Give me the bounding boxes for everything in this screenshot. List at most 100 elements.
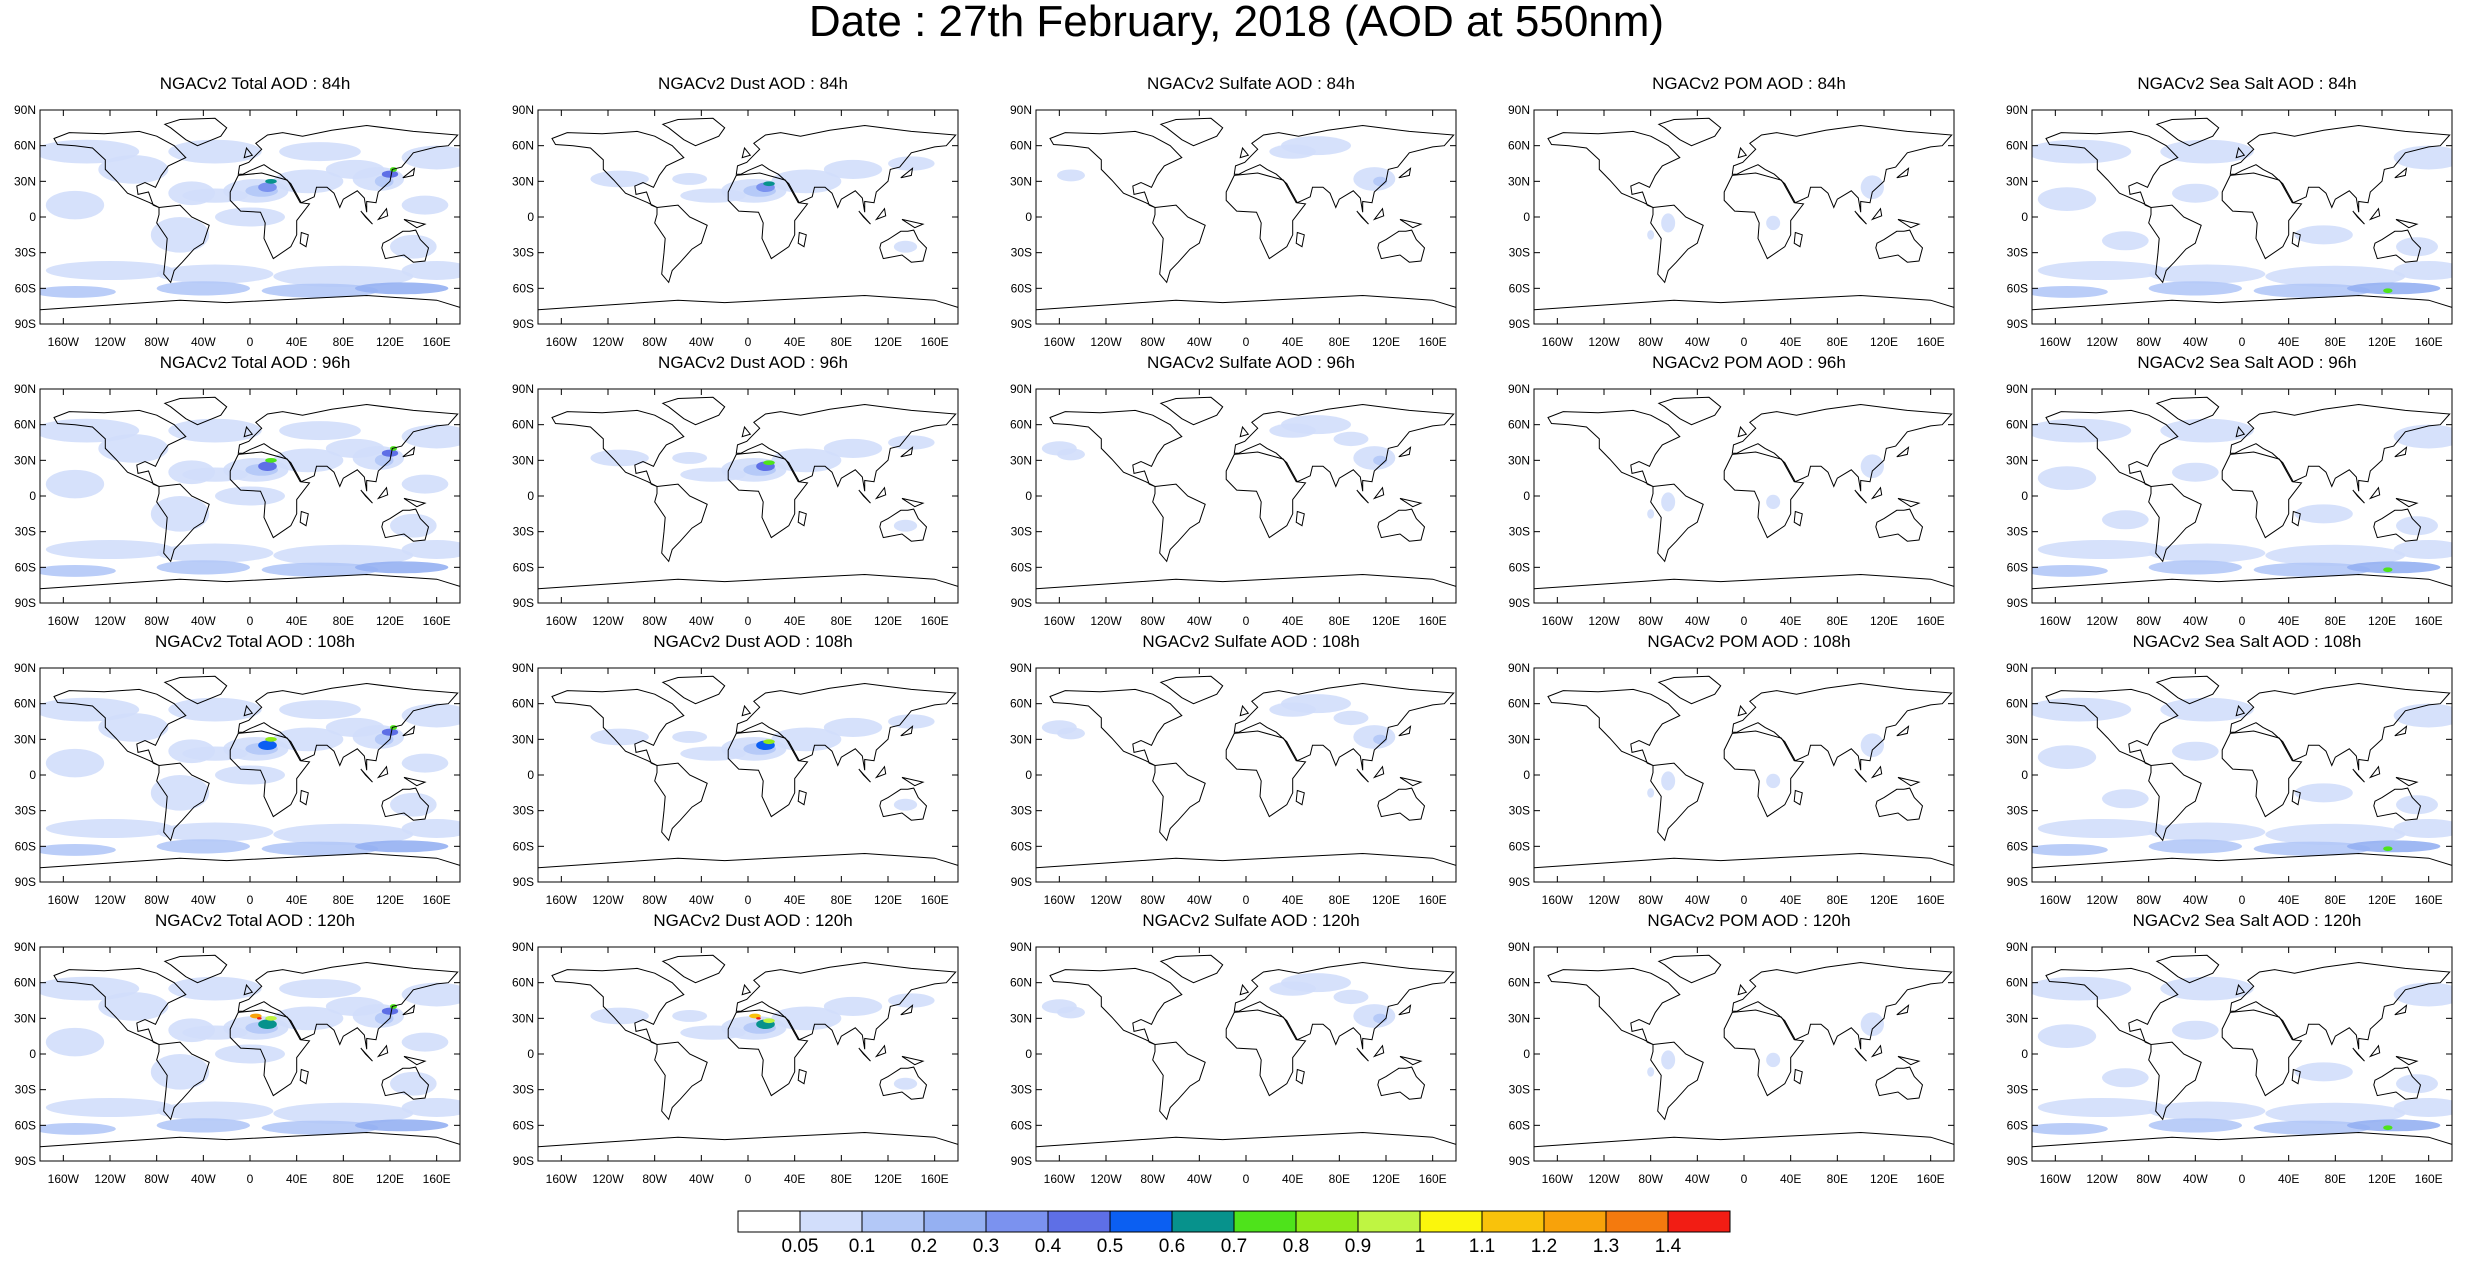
lat-label: 90S (1509, 317, 1530, 331)
aerosol-layer (590, 156, 935, 253)
map-plot: 90N 60N 30N 0 30S 60S 90S 160W 120W 80W 40W 0 40E 80E… (2006, 661, 2453, 907)
coastline (2352, 210, 2365, 225)
lon-label: 40E (286, 335, 307, 349)
colorbar-swatch (1419, 1210, 1483, 1233)
lat-label: 0 (2021, 489, 2028, 503)
aod-patch (390, 792, 437, 817)
map-plot: 90N 60N 30N 0 30S 60S 90S 160W 120W 80W 40W 0 40E 80E… (1508, 661, 1955, 907)
lon-label: 120E (1870, 893, 1898, 907)
coastline (1233, 961, 1455, 1050)
coastline (243, 146, 254, 159)
lat-label: 90S (1509, 1154, 1530, 1168)
aod-patch (2160, 139, 2254, 164)
lat-label: 60N (14, 697, 36, 711)
coastline (2352, 768, 2365, 783)
lat-label: 30S (15, 246, 36, 260)
coastline (1233, 403, 1455, 492)
coastline (163, 954, 228, 984)
coastline (1657, 117, 1722, 147)
panel-title: NGACv2 Sea Salt AOD : 108h (2132, 632, 2362, 651)
coastline (237, 403, 459, 492)
coastline (741, 983, 752, 996)
coastline (1737, 704, 1748, 717)
coastline (299, 789, 309, 806)
coastline (40, 294, 460, 324)
coastline (2148, 483, 2202, 563)
lon-label: 0 (745, 893, 752, 907)
aod-patch (2393, 982, 2452, 1007)
lon-label: 120W (592, 893, 624, 907)
aod-patch (680, 188, 746, 203)
colorbar-label: 0.6 (1159, 1236, 1185, 1257)
coastline (156, 483, 210, 563)
coastline (879, 787, 928, 821)
coastline (403, 218, 427, 229)
page-title: Date : 27th February, 2018 (AOD at 550nm… (808, 0, 1665, 46)
lon-label: 80E (831, 614, 852, 628)
coastline (1399, 497, 1423, 508)
lon-label: 120E (1870, 614, 1898, 628)
aod-patch (2253, 841, 2371, 856)
coastline (2373, 787, 2422, 821)
aod-patch (265, 736, 277, 742)
aod-patch (168, 460, 216, 485)
lat-label: 60N (512, 139, 534, 153)
lat-label: 60S (1011, 560, 1032, 574)
aerosol-layer (1041, 415, 1396, 470)
map-panel: NGACv2 Dust AOD : 108h 90N 60N 30N 0 30S 60S 90… (498, 632, 988, 907)
aod-patch (390, 234, 437, 259)
aod-patch (279, 979, 361, 999)
panel-title: NGACv2 Dust AOD : 108h (653, 632, 853, 651)
lat-label: 0 (29, 1047, 36, 1061)
coastline (1239, 704, 1250, 717)
lat-label: 30S (1509, 1083, 1530, 1097)
map-background (538, 110, 958, 324)
lon-label: 0 (745, 1172, 752, 1186)
lat-label: 90N (2006, 103, 2028, 117)
lon-label: 160W (1044, 335, 1076, 349)
aod-patch (258, 740, 277, 751)
coastline (163, 675, 228, 705)
lat-label: 30N (1508, 1011, 1530, 1025)
lon-label: 40E (1780, 335, 1801, 349)
aod-patch (2160, 697, 2254, 722)
coastline (156, 762, 210, 842)
coastline (2148, 762, 2202, 842)
lat-label: 60N (1010, 697, 1032, 711)
map-plot: 90N 60N 30N 0 30S 60S 90S 160W 120W 80W 40W 0 40E 80E… (14, 382, 461, 628)
lon-label: 40E (2278, 1172, 2299, 1186)
aod-patch (2102, 231, 2149, 251)
coastline (1049, 130, 1183, 208)
map-panel: NGACv2 Sulfate AOD : 96h 90N 60N 30N 0 30S 60S… (996, 353, 1486, 628)
coastline (2032, 294, 2452, 324)
lon-label: 80W (1140, 893, 1165, 907)
map-panel: NGACv2 Sulfate AOD : 120h 90N 60N 30N 0 30S 60… (996, 911, 1486, 1186)
coastline (40, 573, 460, 603)
colorbar-label: 0.8 (1283, 1236, 1309, 1257)
aod-patch (1269, 144, 1316, 159)
lat-label: 60S (2007, 1118, 2028, 1132)
coastline (551, 409, 685, 487)
lon-label: 80E (831, 893, 852, 907)
lat-label: 30N (2006, 174, 2028, 188)
lat-label: 60S (513, 281, 534, 295)
coastlines (2032, 396, 2452, 603)
map-plot: 90N 60N 30N 0 30S 60S 90S 160W 120W 80W 40W 0 40E 80E… (1010, 661, 1457, 907)
coastline (2395, 497, 2419, 508)
lon-label: 160E (423, 893, 451, 907)
aod-patch (1373, 1013, 1388, 1024)
coastline (858, 489, 871, 504)
lon-label: 0 (1243, 335, 1250, 349)
coastline (874, 765, 887, 779)
coastline (1793, 1068, 1803, 1085)
aod-patch (1373, 455, 1388, 466)
coastline (661, 117, 726, 147)
lon-label: 120E (1870, 1172, 1898, 1186)
coastline (1159, 675, 1224, 705)
coastline (1372, 765, 1385, 779)
lon-label: 40E (784, 893, 805, 907)
aod-patch (1373, 734, 1388, 745)
coastline (243, 983, 254, 996)
coastline (874, 1044, 887, 1058)
coastline (229, 730, 311, 818)
